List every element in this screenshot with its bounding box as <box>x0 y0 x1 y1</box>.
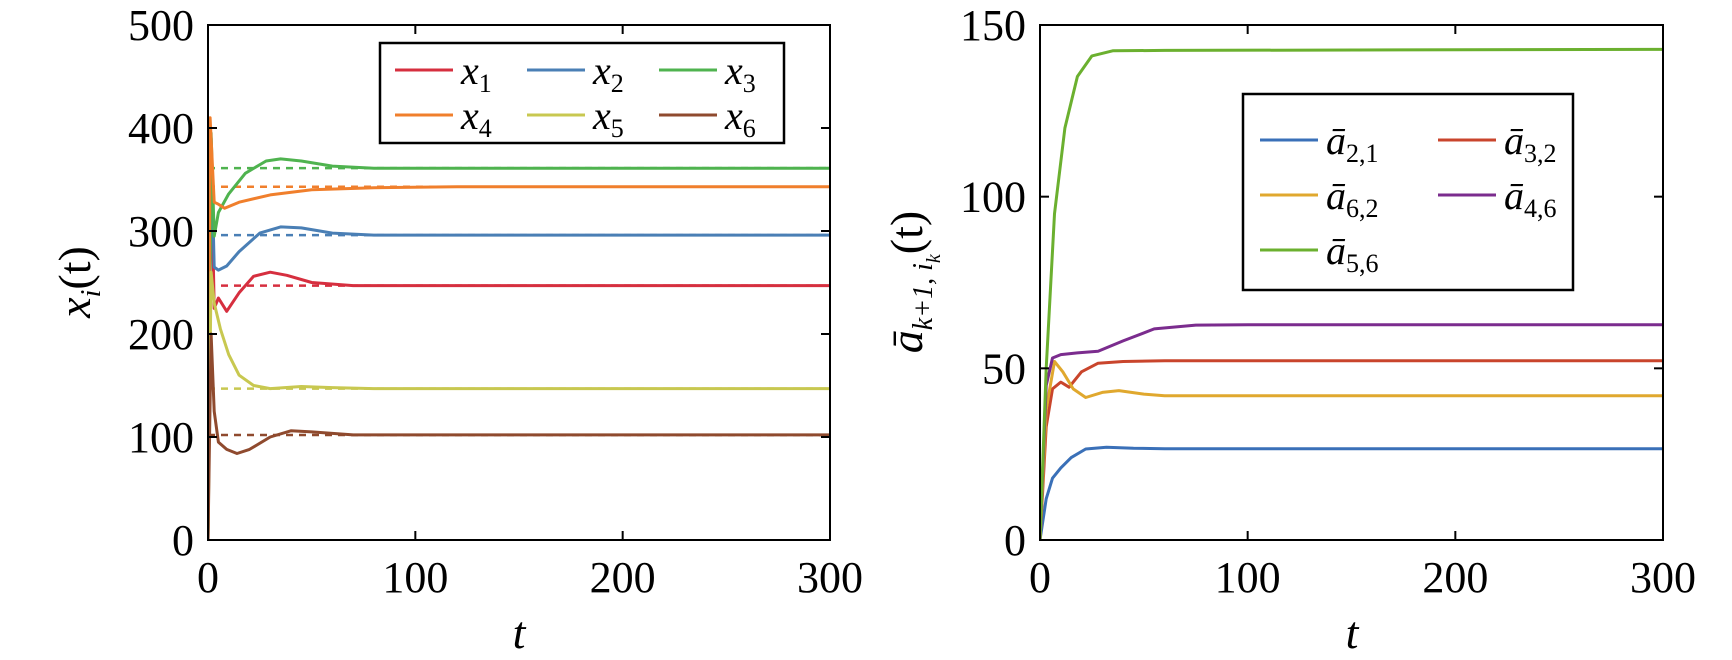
left-y-tick-label: 0 <box>172 516 194 565</box>
left-series-line-3 <box>208 131 830 540</box>
right-series-line-1 <box>1040 445 1663 540</box>
right-x-tick-label: 100 <box>1215 553 1281 602</box>
left-y-tick-label: 300 <box>128 207 194 256</box>
right-y-tick-label: 100 <box>960 173 1026 222</box>
right-y-tick-label: 0 <box>1004 516 1026 565</box>
left-y-tick-label: 500 <box>128 1 194 50</box>
right-plot-frame <box>1039 24 1664 541</box>
svg-text:āk+1, ik(t): āk+1, ik(t) <box>881 211 945 353</box>
left-y-tick-label: 200 <box>128 310 194 359</box>
right-x-tick-label: 200 <box>1422 553 1488 602</box>
left-x-axis-label: t <box>513 607 527 658</box>
right-y-axis-label: āk+1, ik(t) <box>881 211 945 353</box>
right-series-line-2 <box>1040 359 1663 540</box>
left-legend-label-2: x2 <box>592 48 624 98</box>
left-x-tick-label: 0 <box>197 553 219 602</box>
left-legend-label-4: x4 <box>460 93 492 143</box>
left-x-tick-label: 100 <box>382 553 448 602</box>
left-plot-frame <box>207 24 831 541</box>
svg-text:xi(t): xi(t) <box>49 246 107 319</box>
left-y-tick-label: 100 <box>128 413 194 462</box>
left-y-axis-label: xi(t) <box>49 246 107 319</box>
left-y-tick-label: 400 <box>128 104 194 153</box>
left-series-line-1 <box>208 147 830 540</box>
left-series-line-2 <box>208 136 830 540</box>
right-x-axis-label: t <box>1346 607 1360 658</box>
right-legend-label-1: ā2,1 <box>1326 118 1379 168</box>
left-legend-label-6: x6 <box>724 93 756 143</box>
left-series-line-6 <box>208 332 830 540</box>
left-x-tick-label: 200 <box>590 553 656 602</box>
right-legend-box <box>1241 92 1575 292</box>
left-legend-label-5: x5 <box>592 93 624 143</box>
right-x-tick-label: 300 <box>1630 553 1696 602</box>
right-series-line-3 <box>1040 360 1663 540</box>
left-legend-label-1: x1 <box>460 48 492 98</box>
right-legend-label-4: ā4,6 <box>1504 173 1557 223</box>
right-legend-label-5: ā5,6 <box>1326 228 1379 278</box>
right-series-line-5 <box>1040 47 1663 540</box>
right-legend-label-2: ā3,2 <box>1504 118 1557 168</box>
right-chart-panel: 0 100 200 300 0 50 100 150 ā2,1 ā3,2 ā6,2 ā4,6 ā5,6… <box>881 1 1696 658</box>
left-series-line-5 <box>208 270 830 540</box>
left-series-line-4 <box>208 116 830 540</box>
right-y-tick-label: 150 <box>960 1 1026 50</box>
right-legend-label-3: ā6,2 <box>1326 173 1379 223</box>
left-legend-box <box>378 41 786 145</box>
right-x-tick-label: 0 <box>1029 553 1051 602</box>
right-y-tick-label: 50 <box>982 344 1026 393</box>
right-series-line-4 <box>1040 323 1663 540</box>
left-legend-label-3: x3 <box>724 48 756 98</box>
left-x-tick-label: 300 <box>797 553 863 602</box>
